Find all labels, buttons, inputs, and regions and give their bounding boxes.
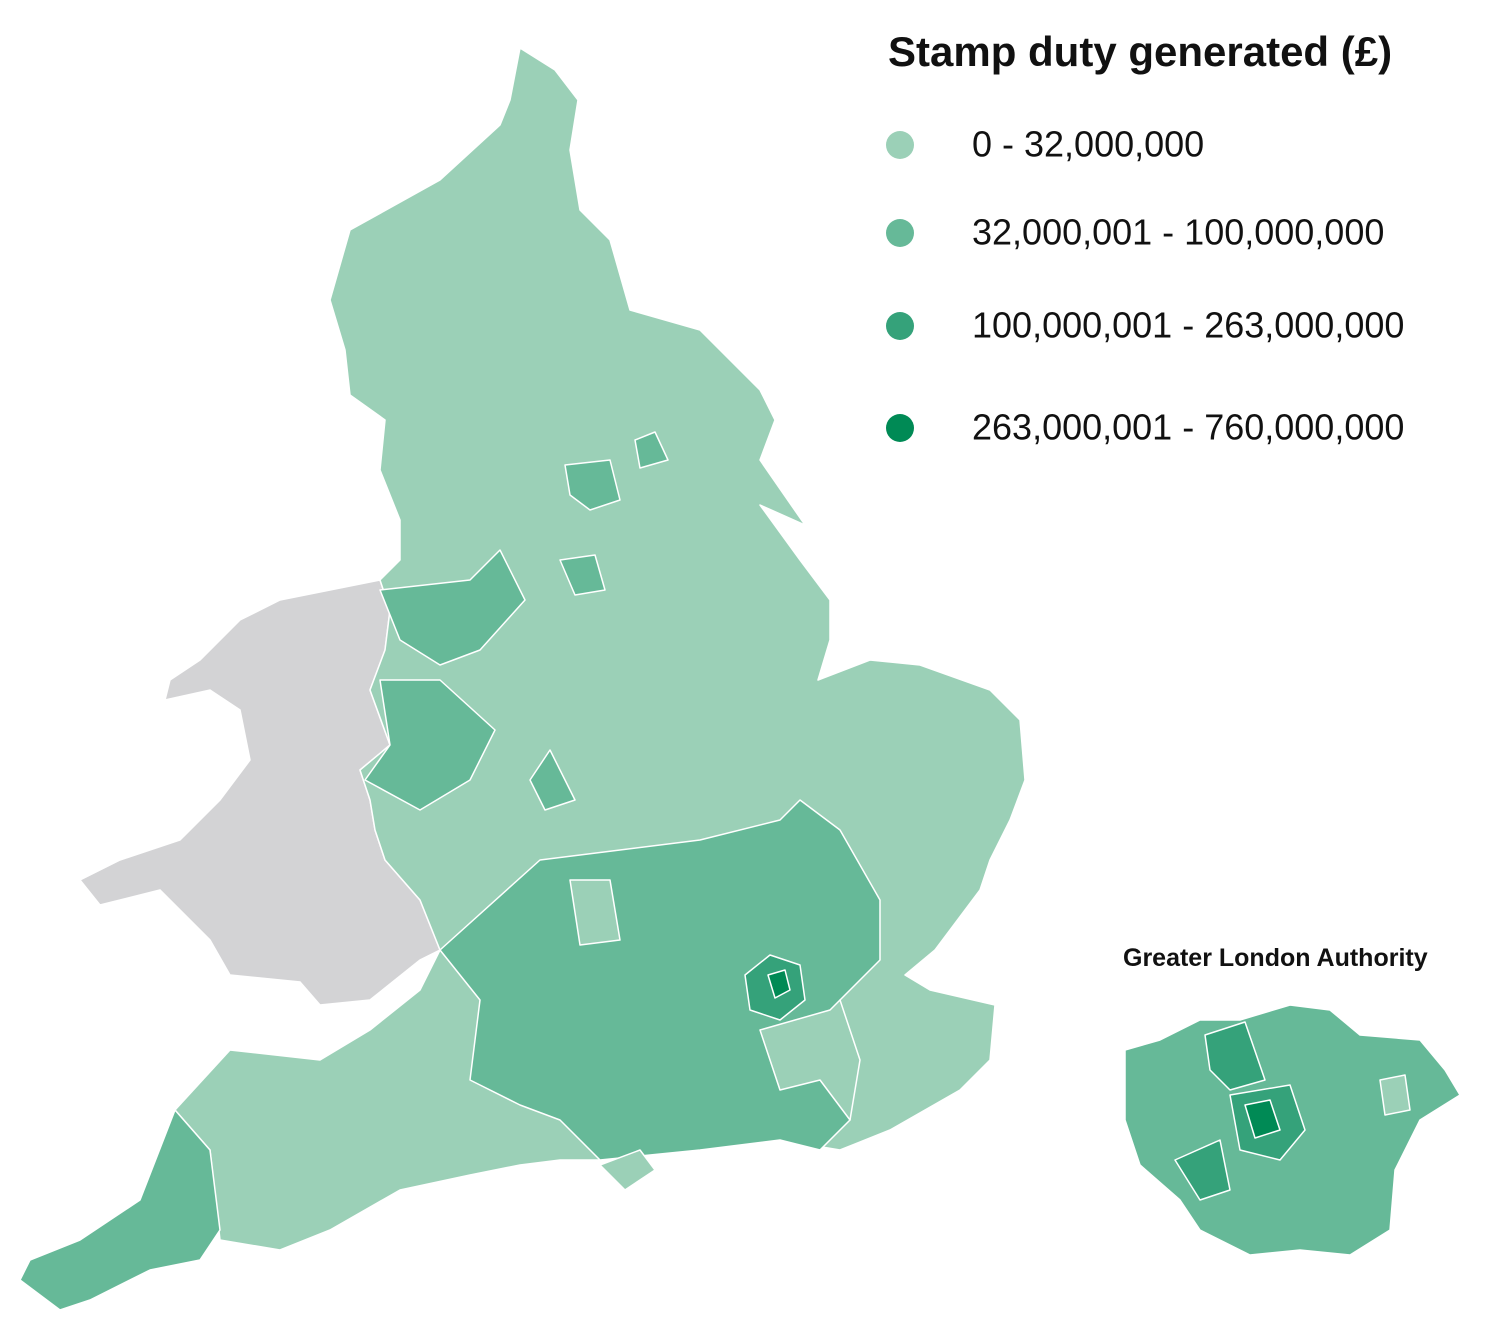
legend-label: 0 - 32,000,000	[972, 124, 1204, 165]
england-region	[569, 879, 621, 946]
england-region	[559, 554, 606, 596]
england-region	[564, 459, 621, 511]
legend-title: Stamp duty generated (£)	[888, 28, 1392, 75]
england-region	[364, 679, 496, 811]
england-region	[634, 431, 669, 469]
legend-label: 100,000,001 - 263,000,000	[972, 305, 1404, 346]
london-borough	[1174, 1139, 1231, 1201]
legend-label: 263,000,001 - 760,000,000	[972, 407, 1404, 448]
england-region	[759, 999, 861, 1121]
legend-swatch	[886, 131, 914, 159]
london-borough	[1379, 1074, 1411, 1116]
map	[19, 47, 1026, 1311]
england-region	[599, 1149, 656, 1191]
legend: 0 - 32,000,000 32,000,001 - 100,000,000 10…	[886, 124, 1404, 448]
england-region	[379, 549, 526, 666]
legend-swatch	[886, 414, 914, 442]
legend-swatch	[886, 312, 914, 340]
england-region	[19, 1109, 221, 1311]
legend-label: 32,000,001 - 100,000,000	[972, 212, 1384, 253]
inset-title: Greater London Authority	[1123, 944, 1428, 972]
england-region	[529, 749, 576, 811]
england-region	[767, 969, 791, 999]
london-borough	[1244, 1099, 1281, 1139]
london-borough	[1204, 1021, 1266, 1091]
legend-swatch	[886, 219, 914, 247]
inset-map	[1124, 1004, 1461, 1256]
